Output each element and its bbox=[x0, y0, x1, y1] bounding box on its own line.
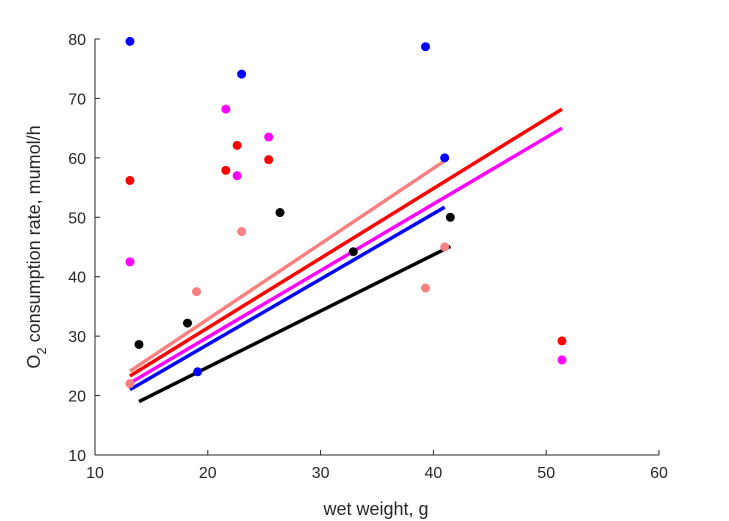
data-point-4-3 bbox=[348, 247, 358, 257]
data-point-3-0 bbox=[125, 379, 135, 389]
data-point-3-2 bbox=[237, 227, 247, 237]
x-axis-label: wet weight, g bbox=[322, 499, 428, 519]
data-point-3-3 bbox=[421, 283, 431, 293]
x-tick-label: 10 bbox=[86, 465, 104, 482]
data-point-4-1 bbox=[182, 318, 192, 328]
fit-line-0 bbox=[129, 205, 446, 392]
y-tick-label: 80 bbox=[68, 32, 86, 49]
data-point-0-4 bbox=[193, 367, 203, 377]
data-point-1-3 bbox=[264, 155, 274, 165]
data-point-1-0 bbox=[125, 175, 135, 185]
data-point-3-1 bbox=[192, 287, 202, 297]
data-point-2-4 bbox=[557, 355, 567, 365]
data-point-0-1 bbox=[237, 69, 247, 79]
data-point-3-4 bbox=[440, 242, 450, 252]
y-tick-label: 40 bbox=[68, 270, 86, 287]
y-axis-label: O2 consumption rate, mumol/h bbox=[24, 125, 49, 368]
x-tick-label: 60 bbox=[650, 465, 668, 482]
data-point-1-1 bbox=[221, 165, 231, 175]
data-point-4-2 bbox=[275, 208, 285, 218]
y-tick-label: 30 bbox=[68, 329, 86, 346]
x-tick-label: 40 bbox=[425, 465, 443, 482]
data-point-0-3 bbox=[440, 153, 450, 163]
data-point-1-4 bbox=[557, 336, 567, 346]
y-tick-label: 60 bbox=[68, 151, 86, 168]
data-point-0-2 bbox=[421, 42, 431, 52]
fit-line-2 bbox=[129, 126, 563, 385]
fit-line-4 bbox=[138, 244, 452, 404]
data-point-2-1 bbox=[221, 104, 231, 114]
data-point-0-0 bbox=[125, 36, 135, 46]
y-tick-label: 10 bbox=[68, 448, 86, 465]
y-tick-label: 20 bbox=[68, 389, 86, 406]
data-point-2-0 bbox=[125, 257, 135, 267]
y-axis-label-main: O bbox=[24, 355, 44, 369]
fit-line-3 bbox=[128, 159, 446, 373]
y-axis-label-subscript: 2 bbox=[34, 347, 49, 354]
data-point-4-0 bbox=[134, 339, 144, 349]
y-axis-label-rest: consumption rate, mumol/h bbox=[24, 125, 44, 347]
data-point-2-2 bbox=[232, 171, 242, 181]
data-point-1-2 bbox=[232, 140, 242, 150]
x-tick-label: 50 bbox=[537, 465, 555, 482]
data-point-4-4 bbox=[445, 212, 455, 222]
plot-area bbox=[125, 36, 567, 404]
x-tick-label: 20 bbox=[199, 465, 217, 482]
y-tick-label: 50 bbox=[68, 210, 86, 227]
data-point-2-3 bbox=[264, 132, 274, 142]
y-tick-label: 70 bbox=[68, 91, 86, 108]
fit-line-1 bbox=[129, 107, 563, 378]
axes: 10 20 30 40 50 60 10 20 30 40 50 60 70 80 bbox=[68, 32, 668, 482]
x-tick-label: 30 bbox=[312, 465, 330, 482]
